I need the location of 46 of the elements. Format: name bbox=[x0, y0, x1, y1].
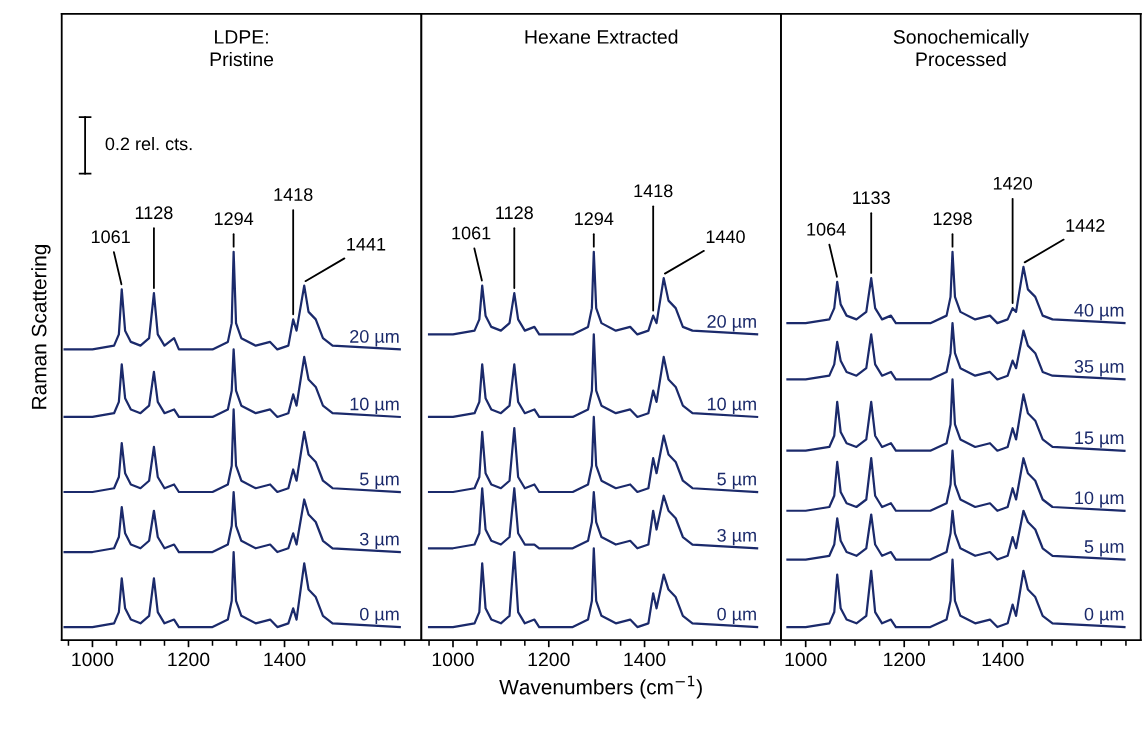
x-tick-label: 1400 bbox=[264, 652, 306, 667]
series-label: 0 µm bbox=[1084, 607, 1124, 625]
annotation: 1294 bbox=[575, 212, 614, 226]
x-tick-label: 1200 bbox=[168, 652, 210, 667]
series-label: 5 µm bbox=[360, 472, 399, 489]
x-tick-label: 1000 bbox=[72, 652, 114, 667]
annotation: 1064 bbox=[807, 222, 846, 236]
annotation: 1298 bbox=[933, 212, 972, 226]
chart-title: Hexane Extracted bbox=[525, 29, 678, 44]
x-tick-label: 1000 bbox=[785, 652, 827, 667]
x-tick-label: 1200 bbox=[884, 652, 926, 667]
annotation: 1441 bbox=[347, 238, 386, 251]
annotation: 1128 bbox=[496, 206, 533, 220]
series-label: 20 µm bbox=[350, 330, 399, 347]
annotation: 1442 bbox=[1066, 219, 1105, 232]
series-label: 20 µm bbox=[707, 315, 756, 332]
text: 0.2 rel. cts. bbox=[105, 136, 192, 151]
annotation: 1061 bbox=[452, 226, 491, 240]
series-label: 3 µm bbox=[717, 528, 756, 546]
series-label: 10 µm bbox=[1075, 491, 1124, 508]
x-tick-label: 1400 bbox=[982, 652, 1024, 667]
series-label: 35 µm bbox=[1074, 360, 1124, 377]
annotation: 1440 bbox=[706, 230, 745, 244]
annotation: 1061 bbox=[91, 230, 130, 244]
series-label: 10 µm bbox=[350, 397, 399, 414]
annotation: 1128 bbox=[135, 206, 173, 220]
series-label: 10 µm bbox=[707, 397, 756, 414]
annotation: 1420 bbox=[993, 176, 1032, 190]
series-label: 15 µm bbox=[1075, 431, 1124, 448]
annotation: 1418 bbox=[274, 188, 313, 201]
series-label: 3 µm bbox=[359, 532, 399, 550]
annotation: 1294 bbox=[214, 212, 254, 226]
x-axis-title: Wavenumbers (cm$^{−1}$) bbox=[499, 675, 702, 699]
series-label: 0 µm bbox=[359, 607, 399, 625]
series-label: 0 µm bbox=[717, 607, 756, 625]
chart-title: Sonochemically Processed bbox=[893, 29, 1029, 67]
annotation: 1418 bbox=[634, 184, 673, 198]
chart-title: LDPE: Pristine bbox=[210, 30, 274, 67]
annotation: 1133 bbox=[853, 191, 890, 205]
series-label: 40 µm bbox=[1074, 303, 1124, 321]
series-label: 5 µm bbox=[717, 472, 756, 489]
x-tick-label: 1000 bbox=[432, 652, 474, 667]
series-label: 5 µm bbox=[1084, 540, 1124, 557]
x-tick-label: 1200 bbox=[528, 652, 570, 667]
y-axis-title: Raman Scattering bbox=[31, 245, 51, 409]
x-tick-label: 1400 bbox=[624, 652, 666, 667]
